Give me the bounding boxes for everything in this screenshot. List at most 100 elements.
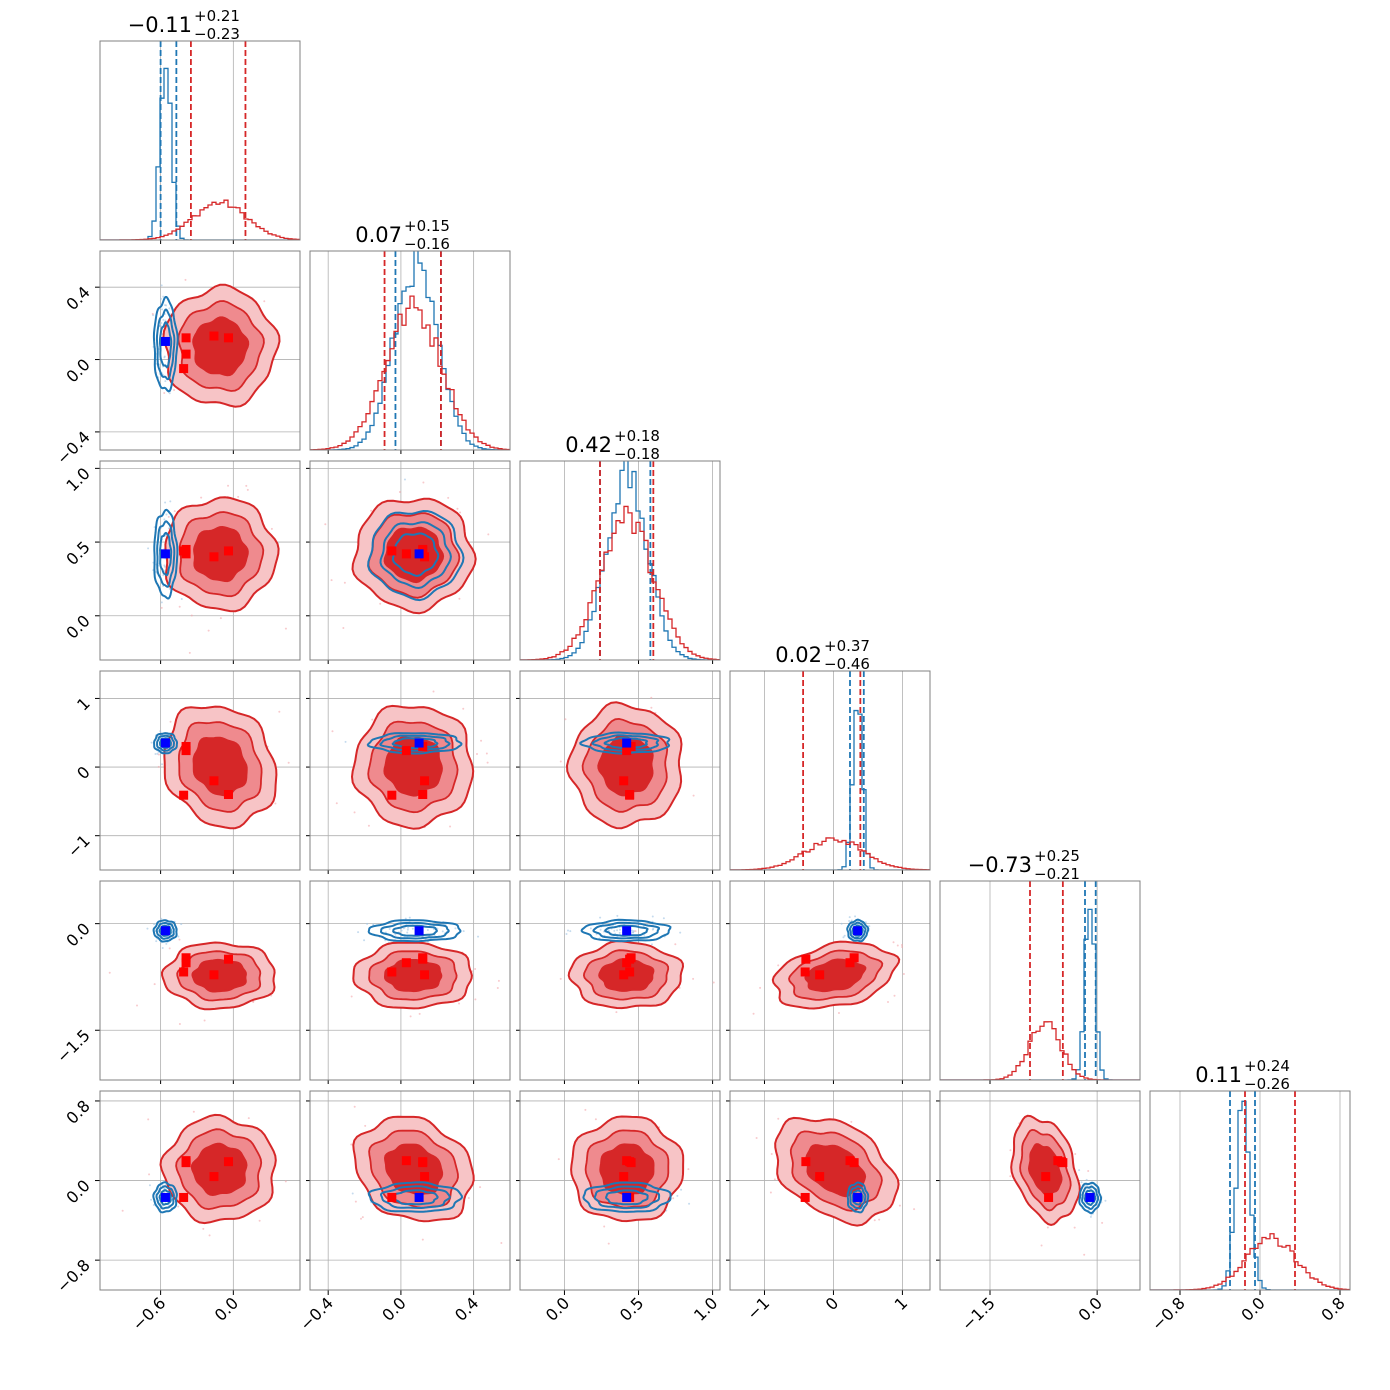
secondary-scatter-point — [680, 1188, 683, 1191]
primary-marker — [420, 1172, 430, 1182]
secondary-scatter-point — [854, 915, 857, 918]
primary-marker — [1056, 1157, 1066, 1167]
secondary-scatter-point — [159, 730, 162, 733]
primary-scatter-point — [284, 627, 287, 630]
primary-scatter-point — [559, 977, 562, 980]
secondary-scatter-point — [147, 547, 150, 550]
primary-scatter-point — [1046, 1226, 1049, 1229]
secondary-scatter-point — [408, 916, 411, 919]
secondary-scatter-point — [180, 923, 183, 926]
primary-scatter-point — [487, 533, 490, 536]
secondary-scatter-point — [372, 923, 375, 926]
secondary-contour — [849, 921, 867, 940]
y-tick-label: 0.0 — [62, 355, 93, 386]
primary-scatter-point — [559, 760, 562, 763]
secondary-scatter-point — [477, 935, 480, 938]
y-tick-label: −1.5 — [53, 1026, 94, 1067]
primary-scatter-point — [190, 614, 193, 617]
secondary-scatter-point — [160, 917, 163, 920]
primary-scatter-point — [878, 1218, 881, 1221]
secondary-histogram — [310, 251, 510, 450]
secondary-scatter-point — [651, 928, 654, 931]
secondary-scatter-point — [1089, 1215, 1092, 1218]
secondary-scatter-point — [566, 929, 569, 932]
primary-scatter-point — [147, 1118, 150, 1121]
primary-scatter-point — [898, 1204, 901, 1207]
primary-scatter-point — [207, 629, 210, 632]
histogram-panel-1: 0.07 +0.15−0.16 — [309, 217, 511, 454]
primary-marker — [619, 776, 629, 786]
primary-scatter-point — [456, 507, 459, 510]
secondary-scatter-point — [177, 935, 180, 938]
primary-marker — [800, 1192, 810, 1202]
secondary-contour — [580, 918, 672, 943]
secondary-histogram — [730, 709, 930, 870]
primary-scatter-point — [467, 1197, 470, 1200]
secondary-marker — [160, 926, 170, 936]
secondary-scatter-point — [180, 598, 183, 601]
primary-scatter-point — [674, 943, 677, 946]
primary-histogram — [100, 199, 300, 240]
primary-marker — [800, 967, 810, 977]
primary-scatter-point — [1083, 1253, 1086, 1256]
panel-frame — [519, 1090, 721, 1291]
primary-scatter-point — [173, 510, 176, 513]
secondary-scatter-point — [169, 500, 172, 503]
secondary-marker — [160, 549, 170, 559]
primary-scatter-point — [1040, 1244, 1043, 1247]
panel-frame — [729, 1090, 931, 1291]
secondary-scatter-point — [403, 478, 406, 481]
primary-marker — [1041, 1172, 1051, 1182]
y-tick-label: 0.0 — [62, 1176, 93, 1207]
panel-frame — [309, 880, 511, 1081]
panel-frame — [729, 670, 931, 871]
scatter-panel-0-4: −1.5 0.0 — [53, 880, 301, 1084]
primary-scatter-point — [687, 1168, 690, 1171]
primary-scatter-point — [769, 1191, 772, 1194]
secondary-scatter-point — [616, 929, 619, 932]
primary-contour-inner — [190, 1142, 248, 1197]
primary-scatter-point — [245, 484, 248, 487]
primary-scatter-point — [1009, 1175, 1012, 1178]
secondary-scatter-point — [688, 1202, 691, 1205]
secondary-scatter-point — [843, 934, 846, 937]
primary-scatter-point — [398, 490, 401, 493]
panel-frame — [99, 670, 301, 871]
panel-title-lower: −0.46 — [824, 655, 870, 673]
secondary-scatter-point — [406, 931, 409, 934]
primary-scatter-point — [900, 944, 903, 947]
x-tick-label: −0.6 — [129, 1293, 170, 1334]
secondary-scatter-point — [150, 1198, 153, 1201]
primary-scatter-point — [136, 1004, 139, 1007]
primary-scatter-point — [200, 496, 203, 499]
secondary-scatter-point — [162, 295, 165, 298]
secondary-marker — [622, 738, 632, 748]
secondary-scatter-point — [1078, 1169, 1081, 1172]
primary-scatter-point — [634, 930, 637, 933]
primary-scatter-point — [422, 481, 425, 484]
primary-scatter-point — [284, 1180, 287, 1183]
panel-frame — [309, 460, 511, 661]
x-tick-label: 0 — [822, 1293, 843, 1314]
secondary-scatter-point — [613, 929, 616, 932]
primary-scatter-point — [151, 312, 154, 315]
primary-scatter-point — [192, 1110, 195, 1113]
secondary-contour — [603, 736, 649, 749]
primary-marker — [181, 958, 191, 968]
secondary-scatter-point — [150, 741, 153, 744]
panel-frame — [99, 250, 301, 451]
secondary-scatter-point — [616, 914, 619, 917]
secondary-scatter-point — [589, 927, 592, 930]
primary-contour-inner — [192, 316, 250, 377]
primary-scatter-point — [331, 730, 334, 733]
secondary-contour — [152, 919, 178, 943]
secondary-scatter-point — [164, 501, 167, 504]
primary-scatter-point — [564, 718, 567, 721]
primary-marker — [849, 953, 859, 963]
primary-marker — [209, 970, 219, 980]
panel-title-upper: +0.37 — [824, 637, 870, 655]
primary-marker — [223, 333, 233, 343]
primary-scatter-point — [153, 983, 156, 986]
primary-scatter-point — [474, 967, 477, 970]
